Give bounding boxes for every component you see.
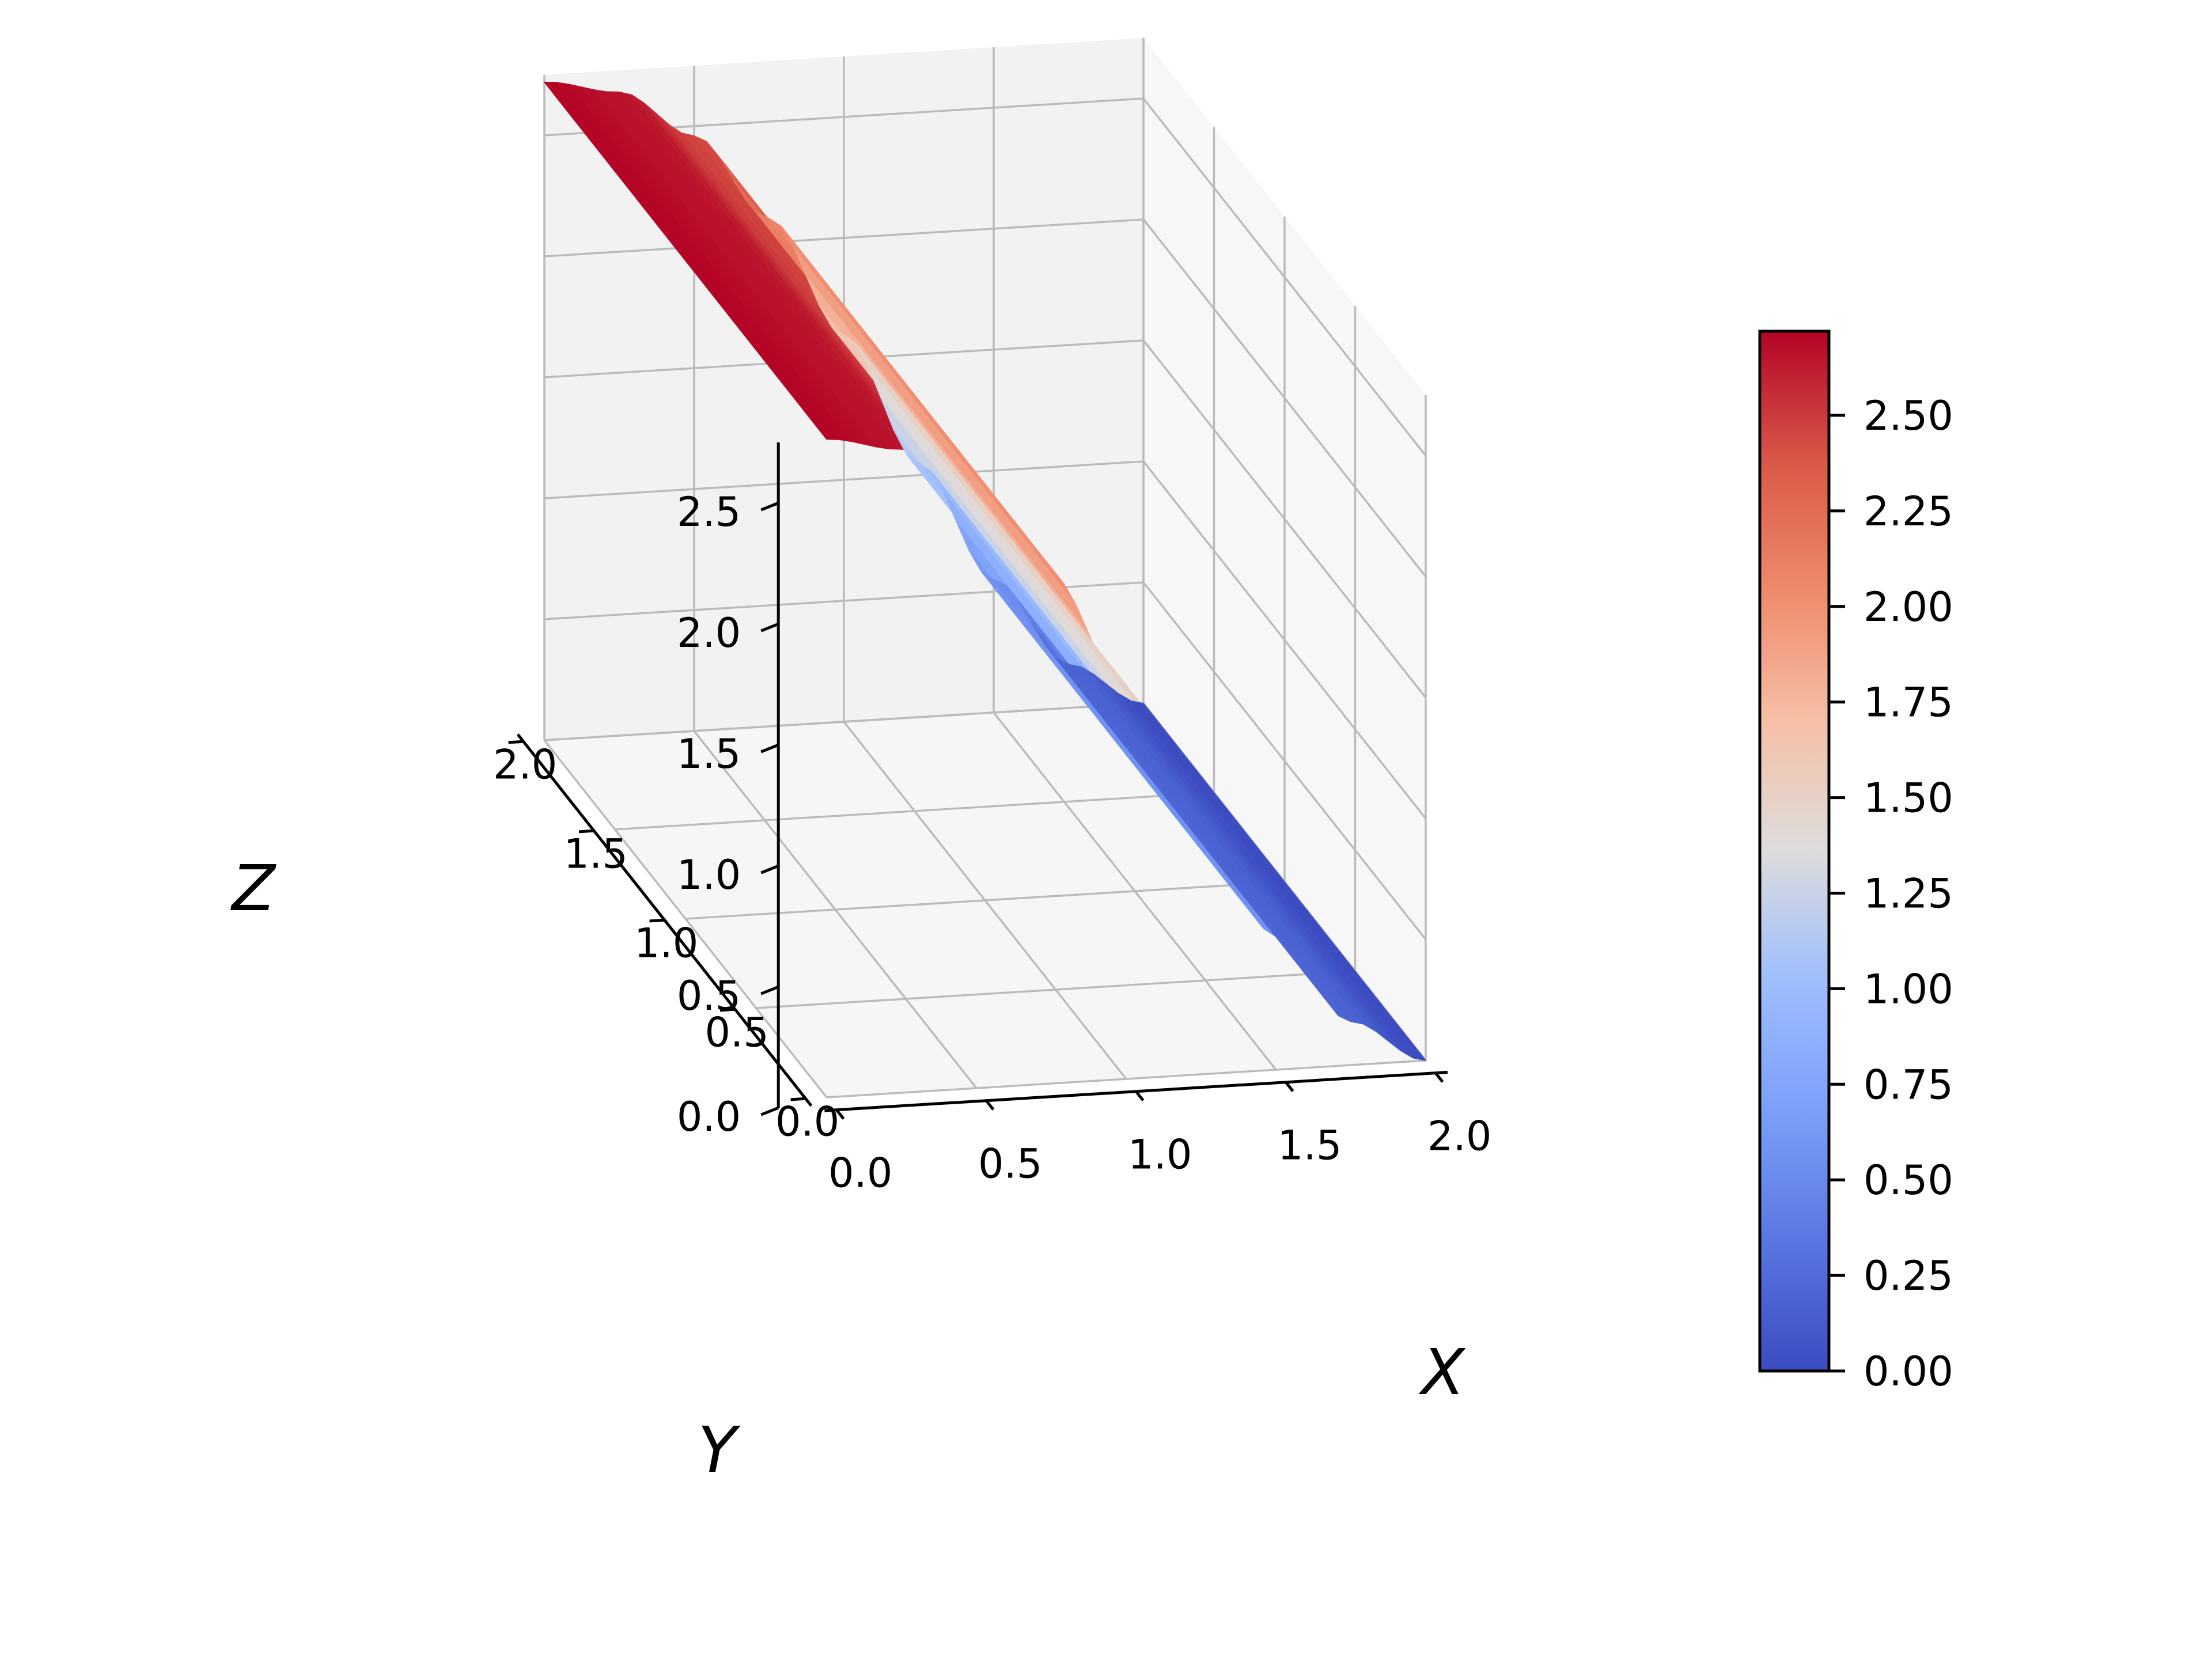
grid-line-z [1142, 218, 1427, 578]
x-tick [578, 829, 594, 834]
colorbar-tick-label: 2.00 [1863, 584, 1953, 631]
colorbar-tick-label: 0.00 [1863, 1348, 1953, 1395]
z-tick-label: 1.0 [677, 851, 741, 899]
x-tick-label: 0.0 [775, 1098, 839, 1145]
z-tick [760, 985, 779, 995]
z-tick [760, 864, 779, 874]
y-tick [985, 1100, 995, 1111]
x-tick-label: 1.5 [564, 830, 628, 877]
grid-line-z [1142, 339, 1427, 699]
y-tick-label: 1.0 [1128, 1131, 1192, 1179]
colorbar-tick-label: 1.00 [1863, 965, 1953, 1013]
y-tick [835, 1109, 845, 1120]
grid-line-z [1142, 581, 1427, 941]
z-tick-label: 0.0 [677, 1093, 741, 1141]
colorbar-tick-label: 1.25 [1863, 870, 1953, 917]
y-tick-label: 0.5 [978, 1141, 1042, 1188]
grid-line-z [544, 218, 1144, 257]
surface-patch [1388, 1027, 1427, 1062]
colorbar-tick-label: 0.25 [1863, 1252, 1953, 1300]
z-tick-label: 0.5 [677, 972, 741, 1020]
z-tick [760, 1106, 779, 1116]
y-tick-label: 1.5 [1278, 1122, 1342, 1169]
colorbar-ticks: 0.00 0.25 0.50 0.75 1.00 1.25 1.50 1.75 2.00 2.25… [1829, 392, 1953, 1395]
colorbar [1758, 329, 1831, 1373]
colorbar-tick-label: 1.50 [1863, 775, 1953, 822]
z-tick-label: 2.0 [677, 609, 741, 657]
grid-line-z [544, 460, 1144, 499]
y-tick [1135, 1090, 1145, 1101]
colorbar-tick-label: 0.50 [1863, 1157, 1953, 1204]
colorbar-tick-label: 1.75 [1863, 679, 1953, 726]
grid-line-z [1142, 97, 1427, 457]
y-axis-label: Y [698, 1413, 741, 1487]
x-tick-label: 1.0 [634, 919, 698, 967]
x-tick [719, 1007, 736, 1012]
x-tick-label: 0.5 [705, 1009, 769, 1056]
surface-mesh [543, 81, 1427, 1062]
grid-line-z [1142, 460, 1427, 820]
grid-line-y [993, 711, 1277, 1071]
x-tick [790, 1097, 806, 1101]
y-axis-line [824, 1070, 1448, 1112]
z-tick [760, 501, 779, 512]
y-tick-label: 2.0 [1427, 1113, 1491, 1160]
z-tick [760, 743, 779, 753]
grid-line-y [693, 730, 978, 1089]
axes-ticks: 0.00.51.01.52.00.0 0.5 1.0 1.5 2.00.00.51.01… [493, 488, 1491, 1196]
y-tick-label: 0.0 [828, 1150, 892, 1197]
x-tick [508, 740, 524, 744]
x-axis-label: X [1418, 1335, 1466, 1409]
x-tick [649, 918, 665, 923]
colorbar-tick-label: 2.50 [1863, 392, 1953, 440]
colorbar-tick-label: 0.75 [1863, 1061, 1953, 1108]
z-tick-label: 1.5 [677, 730, 741, 778]
y-tick [1285, 1081, 1294, 1092]
z-axis-label: Z [230, 851, 276, 925]
x-tick-label: 2.0 [493, 741, 557, 788]
y-tick [1434, 1072, 1444, 1083]
colorbar-tick-label: 2.25 [1863, 488, 1953, 535]
z-tick [760, 622, 779, 632]
grid-line-y [843, 721, 1127, 1080]
grid-line-z [544, 702, 1144, 741]
z-tick-label: 2.5 [677, 488, 741, 536]
